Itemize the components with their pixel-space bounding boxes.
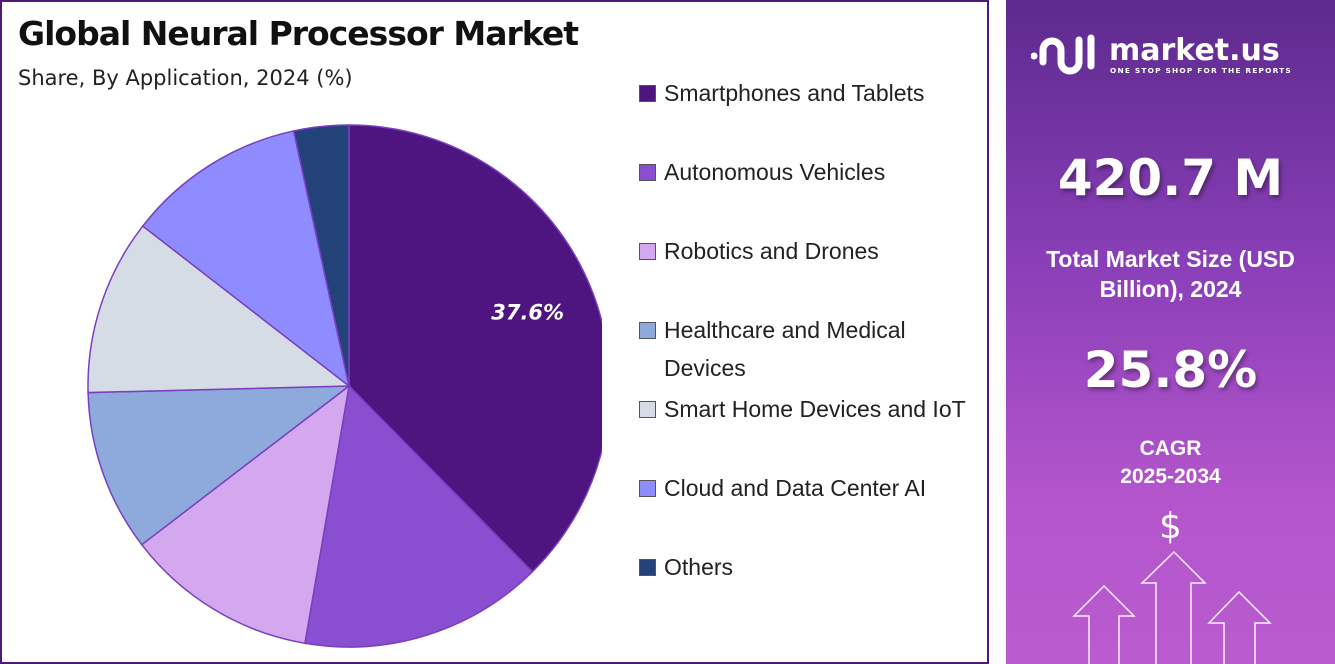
- legend-swatch: [639, 322, 656, 339]
- pie-slice-0: [348, 124, 602, 573]
- pie-slice-4: [87, 224, 352, 394]
- chart-title: Global Neural Processor Market: [18, 14, 579, 53]
- data-label: 37.6%: [491, 301, 564, 325]
- cagr-label: CAGR: [1139, 437, 1202, 460]
- cagr-value: 25.8%: [1083, 341, 1258, 399]
- legend-label: Others: [664, 554, 734, 580]
- legend-swatch: [639, 85, 656, 102]
- legend-label: Autonomous Vehicles: [664, 159, 886, 185]
- legend-item: Autonomous Vehicles: [639, 153, 984, 232]
- pie-slice-2: [140, 384, 351, 645]
- market-size-label: Total Market Size (USD Billion), 2024: [1046, 246, 1295, 302]
- cagr-period: 2025-2034: [1120, 465, 1221, 488]
- legend-label: Healthcare and Medical Devices: [664, 317, 906, 381]
- summary-panel: market.us ONE STOP SHOP FOR THE REPORTS …: [1006, 0, 1335, 664]
- legend-item: Others: [639, 548, 984, 627]
- legend-item: Smartphones and Tablets: [639, 74, 984, 153]
- legend-label: Robotics and Drones: [664, 238, 879, 264]
- brand-tagline: ONE STOP SHOP FOR THE REPORTS: [1110, 66, 1292, 75]
- legend: Smartphones and Tablets Autonomous Vehicl…: [639, 74, 984, 627]
- legend-item: Healthcare and Medical Devices: [639, 311, 984, 390]
- legend-label: Smartphones and Tablets: [664, 80, 925, 106]
- legend-label: Cloud and Data Center AI: [664, 475, 927, 501]
- brand-name: market.us: [1109, 33, 1280, 68]
- market-size-value: 420.7 M: [1057, 149, 1284, 207]
- chart-subtitle: Share, By Application, 2024 (%): [18, 66, 353, 90]
- legend-item: Robotics and Drones: [639, 232, 984, 311]
- legend-swatch: [639, 164, 656, 181]
- legend-swatch: [639, 243, 656, 260]
- chart-panel: Global Neural Processor Market Share, By…: [0, 0, 989, 664]
- legend-swatch: [639, 559, 656, 576]
- pie-slice-6: [292, 124, 350, 387]
- pie-slice-5: [141, 130, 351, 388]
- legend-swatch: [639, 480, 656, 497]
- pie-chart: 37.6%: [87, 124, 602, 648]
- dollar-icon: $: [1159, 506, 1182, 547]
- legend-label: Smart Home Devices and IoT: [664, 396, 966, 422]
- pie-slice-3: [87, 385, 352, 546]
- pie-slice-1: [304, 384, 534, 648]
- market-us-logo: market.us ONE STOP SHOP FOR THE REPORTS: [1031, 33, 1292, 75]
- growth-arrows-icon: [1072, 550, 1272, 664]
- legend-swatch: [639, 401, 656, 418]
- legend-item: Smart Home Devices and IoT: [639, 390, 984, 469]
- legend-item: Cloud and Data Center AI: [639, 469, 984, 548]
